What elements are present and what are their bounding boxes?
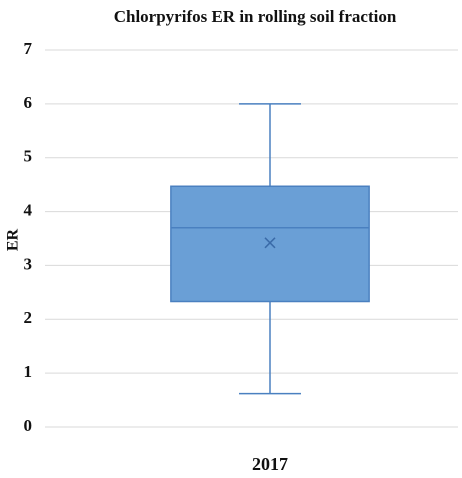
chart-title: Chlorpyrifos ER in rolling soil fraction (114, 7, 397, 26)
y-tick-label: 2 (24, 308, 33, 327)
y-tick-label: 3 (24, 254, 33, 273)
mean-marker (264, 237, 276, 249)
y-tick-label: 5 (24, 147, 33, 166)
y-tick-label: 1 (24, 362, 33, 381)
y-axis-label: ER (5, 228, 22, 251)
y-tick-label: 6 (24, 93, 33, 112)
x-tick-label: 2017 (252, 454, 288, 474)
box (170, 185, 370, 303)
y-tick-label: 0 (24, 416, 33, 435)
y-tick-label: 4 (24, 200, 33, 219)
y-tick-label: 7 (24, 39, 33, 58)
